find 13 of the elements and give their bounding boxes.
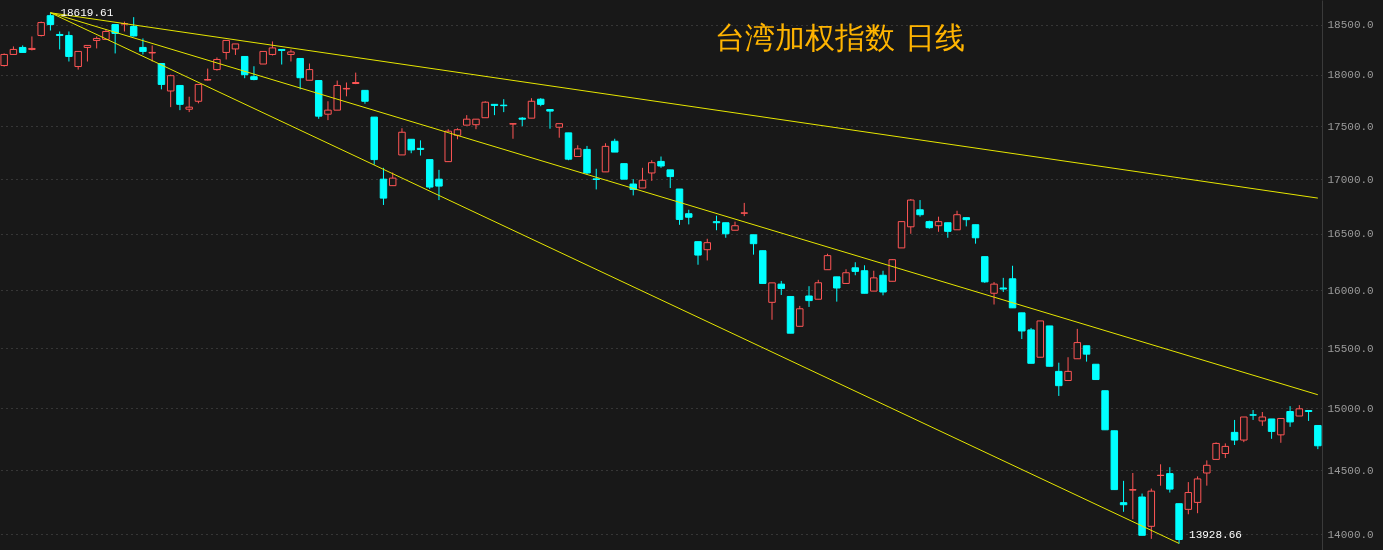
y-tick-label: 17000.0 [1327,173,1374,186]
y-tick-label: 18000.0 [1327,69,1374,82]
y-tick-label: 17500.0 [1327,120,1374,133]
annotation: 18619.61 [60,6,114,19]
annotation: 13928.66 [1189,528,1242,541]
y-tick-label: 15000.0 [1327,402,1374,415]
y-tick-label: 15500.0 [1327,342,1374,355]
y-tick-label: 14000.0 [1327,528,1374,541]
text: 台湾加权指数 日线 [715,20,965,55]
y-tick-label: 16000.0 [1327,284,1374,297]
y-tick-label: 18500.0 [1327,19,1374,32]
y-tick-label: 14500.0 [1327,464,1374,477]
y-tick-label: 16500.0 [1327,228,1374,241]
